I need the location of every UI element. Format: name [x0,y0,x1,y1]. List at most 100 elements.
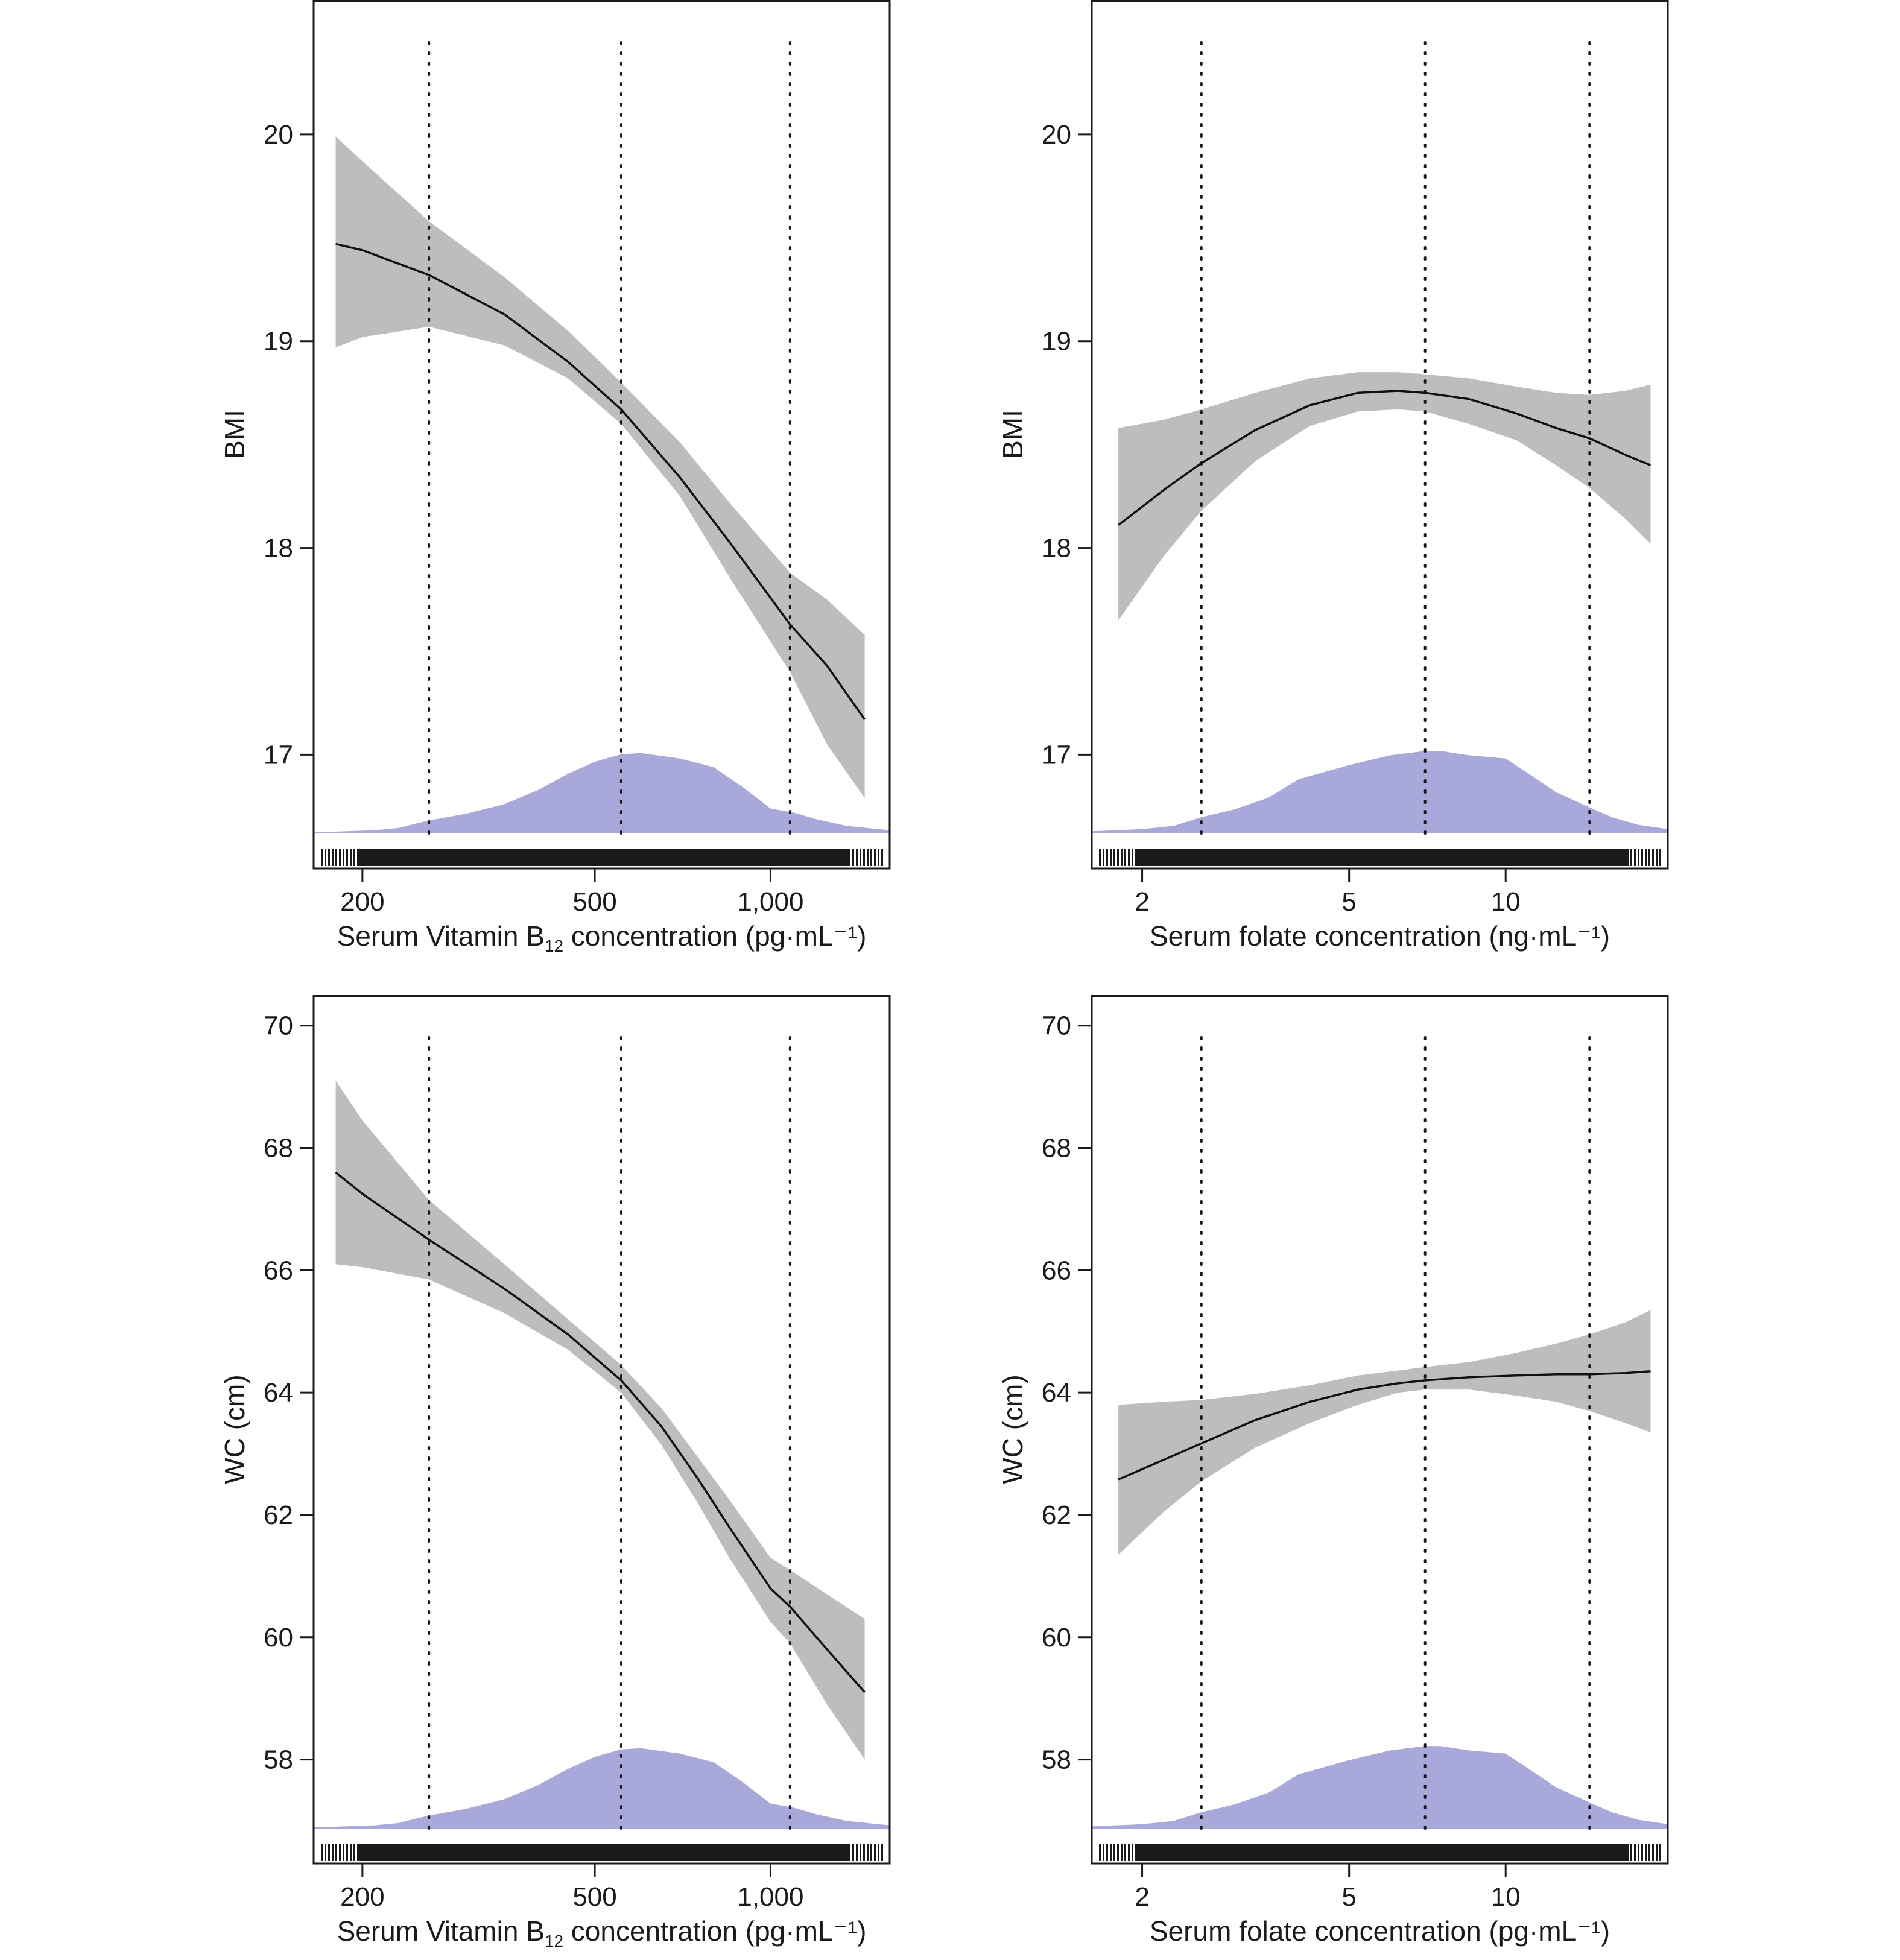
panel-bottom-right-fit-line [1118,1370,1651,1481]
panel-top-left-y-tick-label: 20 [264,120,293,150]
panel-bottom-left-y-tick-label: 64 [264,1378,293,1408]
panel-bottom-left-rug-tick [856,1844,858,1861]
panel-bottom-right-rug-tick [1124,1844,1126,1861]
panel-top-right-rug-tick [1659,849,1661,866]
panel-bottom-right-rug-tick [1110,1844,1112,1861]
panel-top-left-rug-tick [867,849,869,866]
panel-bottom-left-rug-tick [328,1844,330,1861]
panel-top-left-rug-tick [321,849,323,866]
panel-bottom-right-x-axis-label: Serum folate concentration (pg·mL⁻¹) [1150,1915,1610,1947]
panel-top-right-x-tick-label: 2 [1135,887,1149,917]
panel-top-right-y-tick-label: 19 [1042,327,1071,356]
panel-top-right-rug [1099,849,1661,866]
panel-bottom-left-rug-tick [350,1844,352,1861]
panel-top-right-rug-tick [1124,849,1126,866]
panel-bottom-right-rug-tick [1099,1844,1101,1861]
panel-top-right-rug-tick [1106,849,1108,866]
panel-top-left-rug-tick [335,849,337,866]
panel-top-left-rug-tick [856,849,858,866]
panel-top-left-y-tick-label: 18 [264,534,293,563]
panel-top-right-rug-tick [1634,849,1636,866]
panel-top-right-y-tick-label: 18 [1042,534,1071,563]
panel-top-right-y-tick-label: 20 [1042,120,1071,150]
panel-bottom-right-y-tick-label: 58 [1042,1745,1071,1775]
panel-bottom-left-x-tick-label: 500 [572,1882,616,1912]
panel-bottom-left-rug-tick [878,1844,879,1861]
panel-top-left-y-tick-label: 19 [264,327,293,356]
panel-top-left-rug-tick [328,849,330,866]
panel-top-right-rug-tick [1648,849,1650,866]
panel-bottom-left-x-tick-label: 200 [340,1882,384,1912]
panel-top-right-rug-tick [1103,849,1104,866]
panel-bottom-right-y-tick-label: 66 [1042,1256,1071,1285]
panel-top-left-rug-tick [343,849,344,866]
panel-top-left-plot-area [314,41,890,866]
panel-bottom-left-rug-tick [852,1844,854,1861]
panel-bottom-right-confidence-band [1118,1310,1651,1555]
panel-bottom-left-rug-tick [343,1844,344,1861]
panel-top-left-rug-tick [325,849,326,866]
panel-bottom-left-frame [312,995,891,1865]
panel-bottom-left-rug-tick [849,1844,850,1861]
panel-top-right-rug-tick [1627,849,1629,866]
panel-bottom-left-rug-tick [335,1844,337,1861]
panel-bottom-left-rug-tick [860,1844,861,1861]
panel-top-left-rug-dense [357,849,849,866]
panel-top-left-fit-line [335,242,866,721]
panel-top-left-y-axis-label: BMI [219,409,250,459]
panel-top-left-confidence-band [335,136,865,798]
panel-top-right-y-tick-label: 17 [1042,740,1071,770]
panel-top-right-rug-tick [1113,849,1115,866]
panel-top-left-rug-tick [350,849,352,866]
panel-bottom-right-rug-tick [1656,1844,1658,1861]
panel-bottom-right-density-area [1092,1746,1668,1829]
panel-bottom-right-rug-tick [1132,1844,1133,1861]
panel-bottom-right-x-tick-label: 2 [1135,1882,1149,1912]
panel-bottom-right-y-tick-label: 62 [1042,1500,1071,1530]
panel-top-right-rug-tick [1630,849,1632,866]
panel-top-right-rug-tick [1121,849,1123,866]
panel-top-right-x-tick-label: 10 [1491,887,1521,917]
panel-bottom-right-y-tick-label: 64 [1042,1378,1071,1408]
panel-bottom-left-rug-tick [353,1844,355,1861]
panel-top-right-rug-tick [1110,849,1112,866]
panel-bottom-right-rug-tick [1638,1844,1639,1861]
panel-bottom-right-rug-tick [1103,1844,1104,1861]
panel-top-right-frame [1091,0,1669,870]
panel-bottom-left-plot-area [314,1036,890,1861]
panel-top-left-rug-tick [870,849,872,866]
panel-bottom-right-rug-tick [1645,1844,1647,1861]
panel-top-left-rug-tick [353,849,355,866]
panel-top-right-rug-tick [1128,849,1130,866]
panel-bottom-left-density-area [314,1748,890,1829]
panel-bottom-left-y-tick-label: 58 [264,1745,293,1775]
panel-top-right-rug-tick [1645,849,1647,866]
panel-bottom-right-rug-tick [1106,1844,1108,1861]
panel-top-right-plot-area [1092,41,1668,866]
panel-top-right-rug-tick [1132,849,1133,866]
panel-top-left-x-tick-label: 1,000 [737,887,803,917]
panel-bottom-left-rug-tick [863,1844,865,1861]
panel-bottom-left-x-axis-label: Serum Vitamin B12 concentration (pg·mL⁻¹… [337,1915,867,1950]
panel-bottom-right-rug-tick [1634,1844,1636,1861]
panel-bottom-left-y-tick-label: 60 [264,1623,293,1652]
panel-top-right-confidence-band [1118,372,1651,621]
panel-top-right-rug-tick [1117,849,1119,866]
panel-top-left-rug [321,849,883,866]
panel-bottom-left-rug-tick [339,1844,341,1861]
panel-top-left-rug-tick [881,849,883,866]
panel-top-left-x-tick-label: 500 [572,887,616,917]
panel-bottom-left-rug-tick [867,1844,869,1861]
panel-bottom-left-y-axis-label: WC (cm) [219,1374,250,1484]
panel-bottom-left-y-tick-label: 62 [264,1500,293,1530]
panel-bottom-left-rug-tick [346,1844,348,1861]
panel-top-left-rug-tick [332,849,334,866]
panel-bottom-right-y-tick-label: 60 [1042,1623,1071,1652]
panel-bottom-left-rug-tick [881,1844,883,1861]
panel-top-right-x-axis-label: Serum folate concentration (ng·mL⁻¹) [1150,920,1610,952]
panel-bottom-right-rug-tick [1117,1844,1119,1861]
panel-bottom-right-x-tick-label: 10 [1491,1882,1521,1912]
